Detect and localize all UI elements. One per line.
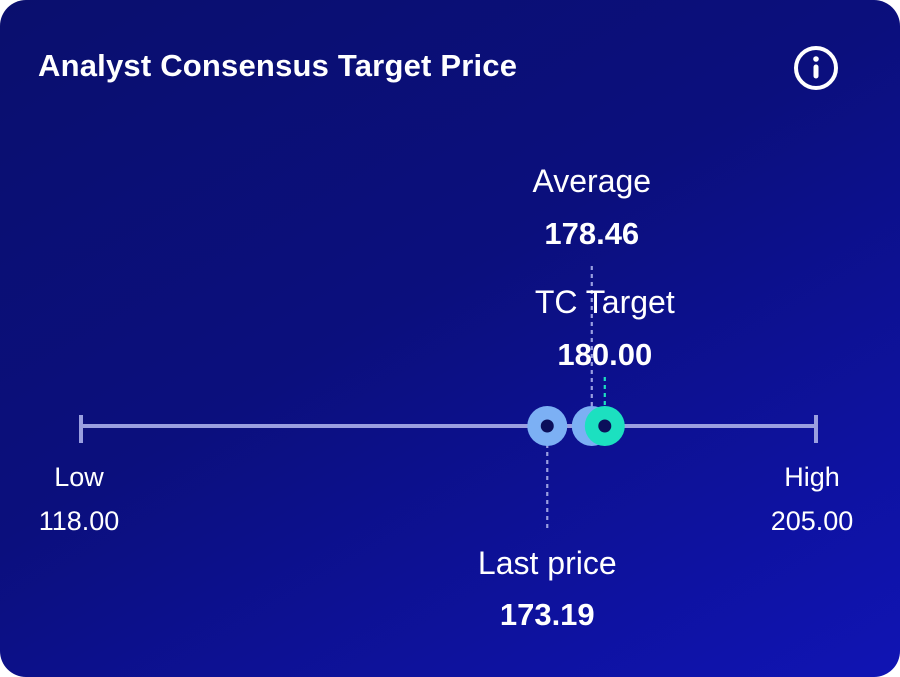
marker-tc-value: 180.00	[557, 337, 652, 372]
marker-last-dot-center	[540, 419, 554, 433]
low-value: 118.00	[39, 506, 120, 536]
marker-last: Last price 173.19	[478, 406, 617, 632]
high-label: High	[784, 462, 840, 492]
marker-last-label: Last price	[478, 545, 617, 581]
marker-tc: TC Target 180.00	[535, 284, 675, 446]
marker-tc-dot-center	[598, 419, 612, 433]
marker-last-value: 173.19	[500, 597, 595, 632]
info-icon	[794, 46, 838, 90]
marker-avg-value: 178.46	[544, 216, 639, 251]
marker-tc-label: TC Target	[535, 284, 675, 320]
marker-avg-label: Average	[532, 163, 651, 199]
card-title: Analyst Consensus Target Price	[38, 48, 518, 83]
high-value: 205.00	[771, 506, 854, 536]
low-label: Low	[54, 462, 104, 492]
info-button[interactable]	[793, 45, 839, 91]
